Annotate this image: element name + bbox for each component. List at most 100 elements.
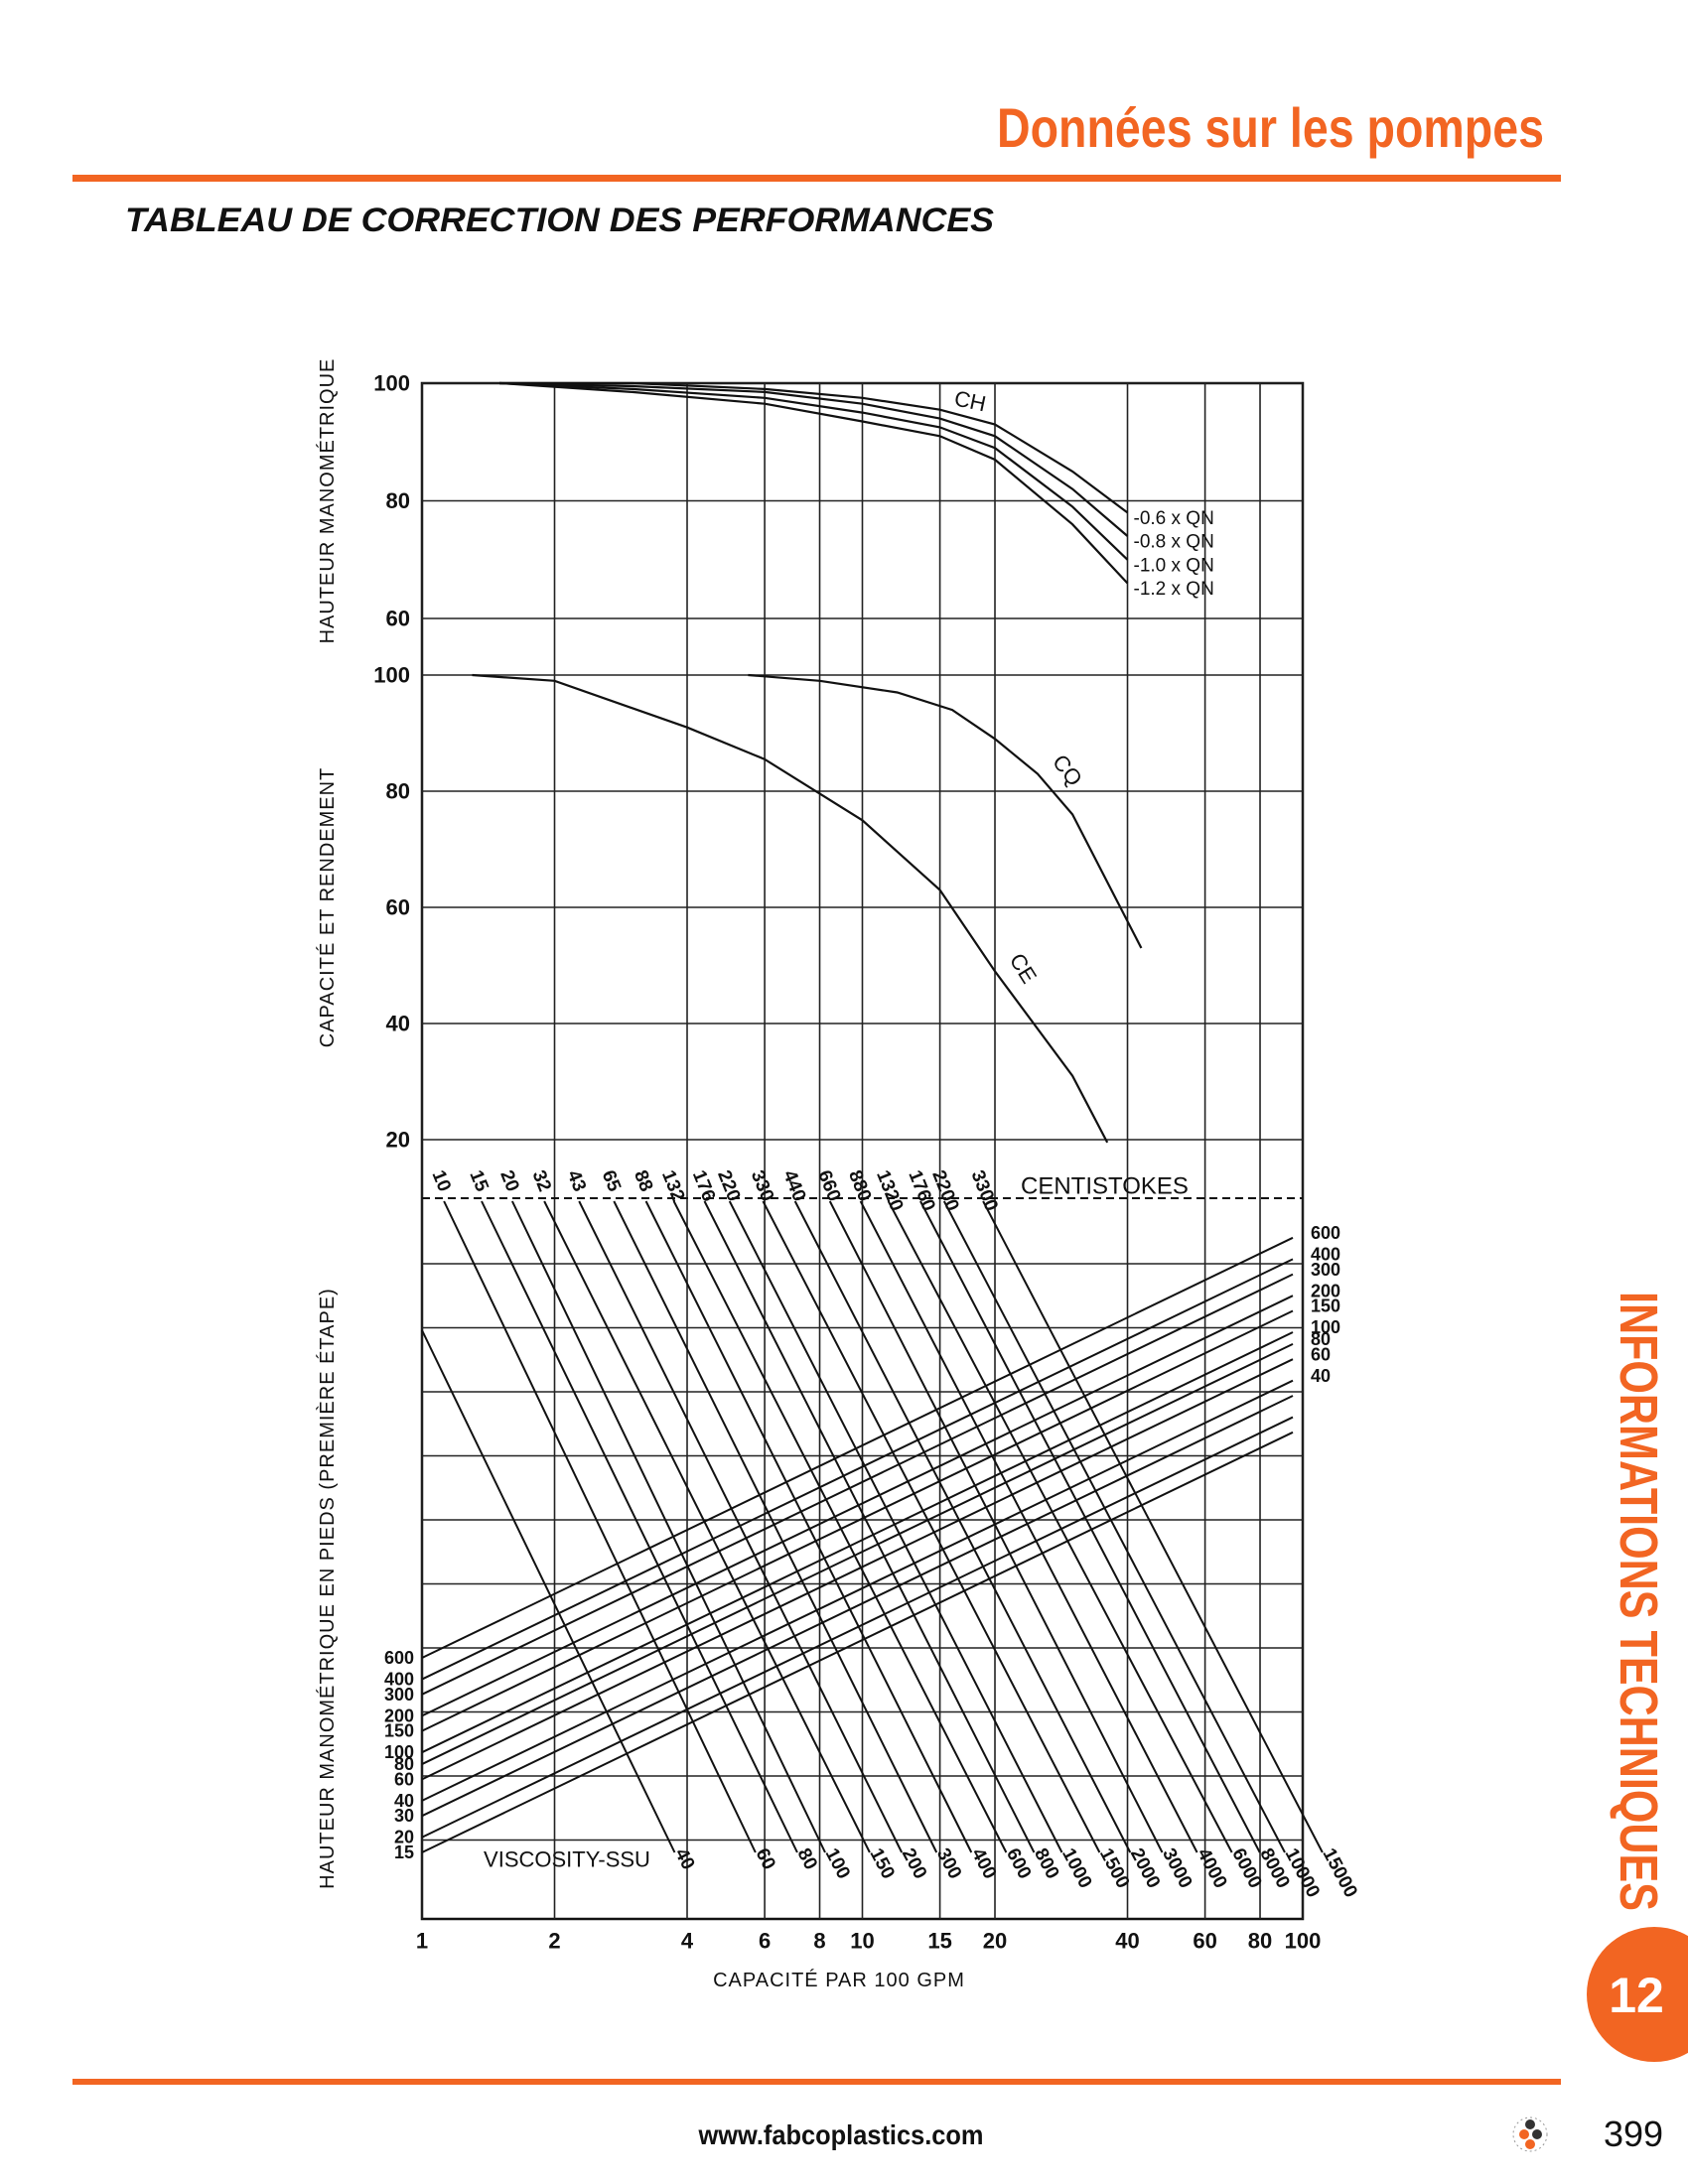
centistokes-label: 20 [495,1167,522,1194]
ssu-label: 40 [670,1844,698,1873]
head-label-left: 150 [384,1721,414,1741]
centistokes-label: 32 [528,1167,555,1194]
y-tick-label: 20 [386,1128,410,1153]
curve-label: CQ [1048,750,1087,790]
ssu-label: 1000 [1057,1844,1095,1891]
centistokes-title: CENTISTOKES [1021,1173,1189,1200]
head-line [421,1379,1294,1802]
viscosity-line [728,1200,1063,1853]
x-tick-label: 40 [1115,1929,1139,1954]
ssu-label: 4000 [1193,1844,1230,1891]
ssu-label: 2000 [1126,1844,1164,1891]
y-tick-label: 100 [373,663,410,688]
centistokes-label: 440 [778,1167,809,1204]
head-line [421,1395,1294,1818]
viscosity-line [793,1200,1132,1853]
ssu-label: 800 [1030,1844,1062,1882]
head-line [421,1309,1294,1732]
curve [748,673,1143,949]
viscosity-line [510,1200,826,1853]
y-tick-label: 80 [386,779,410,804]
viscosity-line [828,1200,1164,1853]
x-tick-label: 10 [850,1929,874,1954]
ssu-label: 3000 [1158,1844,1196,1891]
viscosity-line [644,1200,973,1853]
centistokes-label: 43 [563,1167,590,1194]
viscosity-line [859,1200,1198,1853]
chapter-badge [1587,1927,1688,2062]
head-line [421,1258,1294,1681]
viscosity-line [543,1200,871,1853]
head-label-left: 600 [384,1648,414,1668]
x-tick-label: 8 [813,1929,825,1954]
head-line [421,1273,1294,1696]
y-tick-label: 60 [386,895,410,920]
ssu-label: 300 [932,1844,965,1882]
curve [499,381,1129,537]
y-tick-label: 80 [386,488,410,513]
head-label-right: 40 [1311,1366,1331,1386]
footer-rule [72,2079,1561,2085]
legend-entry: -1.0 x QN [1134,555,1214,576]
footer-url: www.fabcoplastics.com [698,2119,984,2150]
centistokes-label: 88 [630,1167,656,1194]
viscosity-line [942,1200,1286,1853]
ssu-label: 150 [865,1844,898,1882]
head-label-left: 200 [384,1706,414,1725]
centistokes-label: 15 [465,1167,492,1195]
y-axis-title: HAUTEUR MANOMÉTRIQUE [316,358,339,644]
head-label-left: 60 [394,1769,414,1789]
x-tick-label: 60 [1193,1929,1216,1954]
head-line [421,1331,1294,1754]
viscosity-line [421,1329,676,1853]
curve [499,381,1129,585]
viscosity-line [443,1200,757,1853]
viscosity-line [613,1200,938,1853]
head-label-left: 100 [384,1742,414,1762]
head-label-right: 80 [1311,1329,1331,1349]
legend-entry: -0.8 x QN [1134,532,1214,553]
viscosity-line [578,1200,904,1853]
y-axis-title: CAPACITÉ ET RENDEMENT [316,767,339,1048]
subtitle: TABLEAU DE CORRECTION DES PERFORMANCES [125,202,994,239]
x-tick-label: 15 [927,1929,951,1954]
y-axis-title: HAUTEUR MANOMÉTRIQUE EN PIEDS (PREMIÈRE … [316,1288,339,1889]
head-label-left: 80 [394,1754,414,1774]
centistokes-label: 176 [688,1167,719,1204]
curve [499,381,1129,514]
centistokes-label: 10 [428,1167,455,1194]
x-tick-label: 6 [759,1929,771,1954]
ssu-label: 15000 [1318,1844,1360,1901]
x-tick-label: 100 [1285,1929,1322,1954]
centistokes-label: 1320 [872,1167,907,1214]
viscosity-line [982,1200,1324,1853]
head-label-right: 150 [1311,1297,1340,1316]
x-tick-label: 2 [548,1929,560,1954]
centistokes-label: 3300 [966,1167,1001,1214]
curve [472,673,1109,1144]
viscosity-line [762,1200,1101,1853]
x-tick-label: 1 [416,1929,428,1954]
ssu-title: VISCOSITY-SSU [484,1847,650,1872]
head-label-left: 15 [394,1843,414,1862]
logo [1512,2116,1548,2152]
head-label-right: 100 [1311,1317,1340,1337]
curve [499,381,1129,561]
ssu-label: 60 [751,1844,778,1873]
curve-label: CH [952,385,988,416]
head-label-left: 20 [394,1828,414,1847]
viscosity-line [481,1200,798,1853]
x-tick-label: 20 [983,1929,1007,1954]
head-line [421,1236,1294,1659]
head-line [421,1431,1294,1853]
viscosity-line [887,1200,1233,1853]
section-tab: INFORMATIONS TECHNIQUES [1609,1292,1668,1911]
head-label-left: 30 [394,1806,414,1826]
ssu-label: 600 [1002,1844,1035,1882]
head-label-right: 200 [1311,1281,1340,1300]
x-axis-title: CAPACITÉ PAR 100 GPM [713,1969,965,1991]
head-line [421,1358,1294,1781]
head-line [421,1342,1294,1765]
